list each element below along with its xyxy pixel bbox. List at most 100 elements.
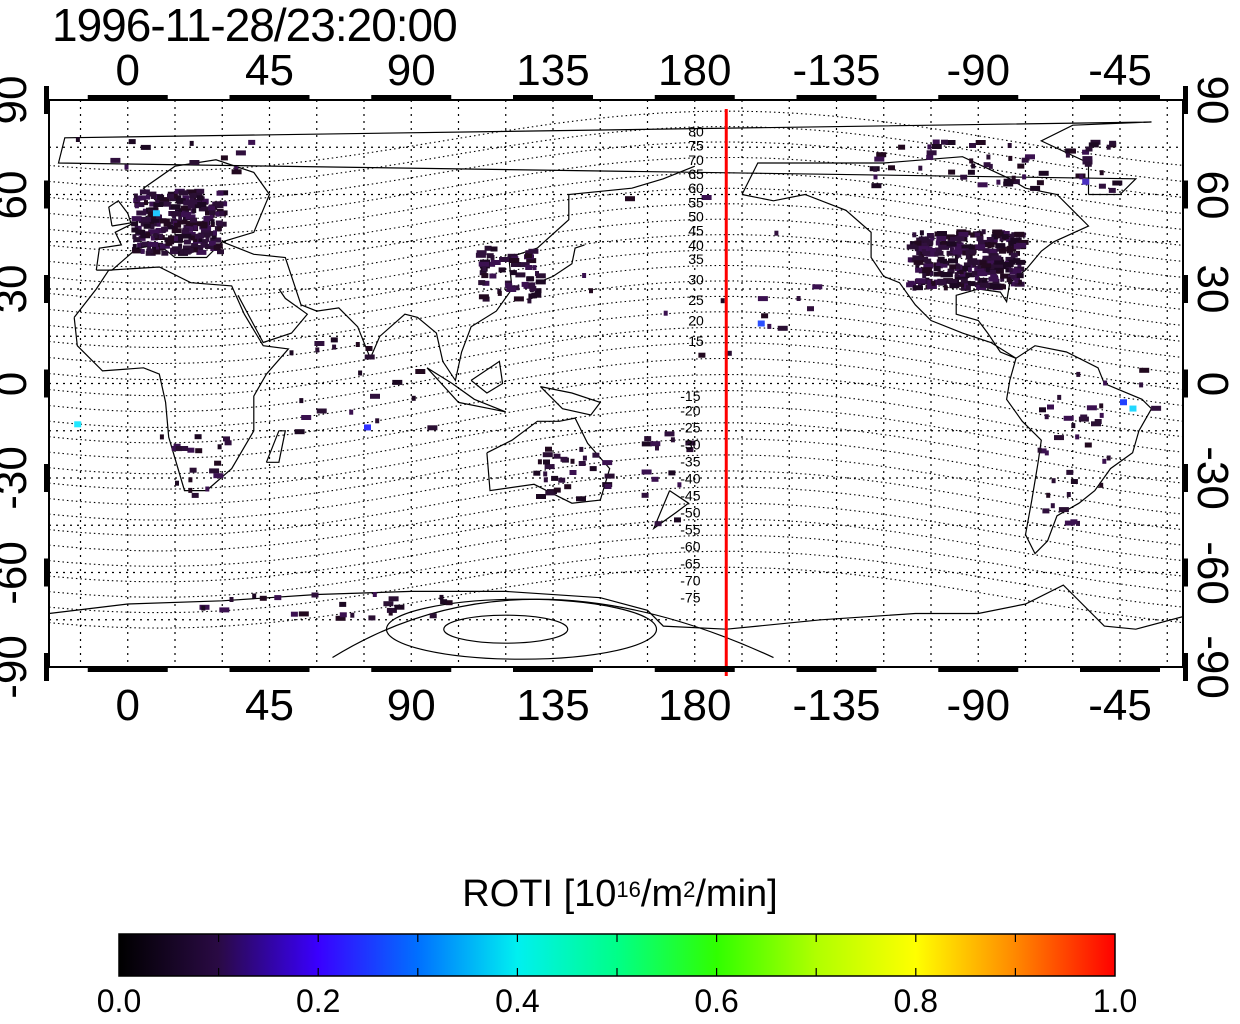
roti-cell <box>1038 170 1049 176</box>
roti-cell <box>959 271 967 277</box>
roti-cell <box>196 201 207 207</box>
roti-cell <box>970 262 975 268</box>
roti-cell <box>173 193 178 199</box>
roti-cell-highlight <box>364 424 371 431</box>
roti-cell <box>1088 142 1099 148</box>
contour-label: 15 <box>688 333 704 349</box>
roti-cell <box>189 193 197 199</box>
roti-cell <box>210 219 215 225</box>
contour-label: 50 <box>688 209 704 225</box>
roti-cell-highlight <box>1129 405 1137 412</box>
roti-cell <box>174 236 178 242</box>
roti-cell <box>75 137 80 142</box>
roti-cell <box>912 232 917 238</box>
roti-cell <box>136 210 147 216</box>
roti-cell <box>131 221 139 227</box>
roti-cell <box>213 245 221 251</box>
roti-cell <box>189 247 194 253</box>
roti-cell <box>757 296 768 302</box>
roti-cell <box>224 440 232 446</box>
bottom-axis-label: 0 <box>115 681 140 730</box>
roti-cell <box>535 273 546 279</box>
roti-cell <box>664 431 675 437</box>
roti-cell <box>943 285 948 291</box>
roti-cell <box>1063 415 1074 421</box>
coastline <box>539 386 602 416</box>
mag-contour <box>49 126 1183 188</box>
roti-cell <box>674 517 681 523</box>
roti-cell <box>1025 154 1035 160</box>
roti-cell <box>183 249 191 255</box>
roti-cell <box>968 281 976 287</box>
roti-cell <box>1065 152 1070 158</box>
roti-cell <box>217 226 222 232</box>
roti-cell <box>175 208 182 214</box>
roti-cell <box>977 182 988 188</box>
roti-cell <box>1017 279 1022 285</box>
colorbar-tick-label: 0.2 <box>295 983 341 1019</box>
roti-cell <box>523 283 531 289</box>
roti-cell <box>996 179 1001 185</box>
roti-cell <box>189 140 194 146</box>
roti-cell <box>992 265 1000 271</box>
roti-cell <box>1036 180 1044 186</box>
roti-cell <box>932 139 940 145</box>
roti-cell <box>1006 277 1011 283</box>
roti-cell <box>143 223 151 229</box>
roti-cell <box>979 233 984 238</box>
contour-label: 25 <box>688 292 704 308</box>
roti-cell <box>915 267 923 273</box>
roti-cell <box>301 415 312 420</box>
roti-cell <box>913 259 924 265</box>
roti-cell <box>159 434 164 440</box>
roti-cell <box>938 244 949 250</box>
roti-cell <box>148 241 159 247</box>
roti-cell <box>919 230 924 236</box>
roti-cell <box>497 290 502 296</box>
roti-cell <box>339 601 347 607</box>
contour-label: -20 <box>680 403 700 419</box>
roti-cell <box>960 174 968 180</box>
roti-cell <box>927 144 932 150</box>
right-axis-label: 90 <box>1188 75 1237 125</box>
roti-cell <box>570 458 575 464</box>
roti-cell <box>1076 520 1080 526</box>
contour-label: 70 <box>688 152 704 168</box>
mag-contour <box>49 141 1183 204</box>
roti-cell <box>188 477 193 483</box>
roti-cell <box>311 592 319 598</box>
roti-cell <box>651 476 659 482</box>
roti-cell <box>952 249 963 255</box>
roti-cell <box>999 236 1004 242</box>
roti-cell <box>181 233 192 239</box>
roti-cell <box>1009 238 1017 244</box>
roti-cell <box>178 190 189 196</box>
roti-cell <box>140 233 151 239</box>
roti-cell <box>999 231 1010 236</box>
roti-cell <box>915 264 920 270</box>
roti-cell <box>149 214 157 220</box>
mag-contour <box>49 422 1183 490</box>
roti-cell <box>172 446 182 452</box>
roti-cell <box>519 262 530 268</box>
roti-cell <box>873 166 878 172</box>
contour-label: -30 <box>680 437 700 453</box>
roti-cell <box>984 255 992 261</box>
roti-cell <box>1010 281 1018 287</box>
roti-cell <box>983 162 991 168</box>
roti-cell <box>1098 183 1106 189</box>
roti-cell <box>505 283 513 288</box>
roti-cell <box>1076 371 1081 377</box>
roti-cell <box>914 246 922 252</box>
roti-cell <box>962 250 967 256</box>
roti-cell <box>171 246 182 252</box>
roti-cell <box>509 270 517 276</box>
roti-cell <box>935 263 943 269</box>
axis-tick-left <box>44 180 49 209</box>
roti-cell <box>219 607 230 613</box>
roti-cell <box>592 452 600 458</box>
roti-cell <box>1106 144 1111 150</box>
roti-cell <box>981 229 986 235</box>
roti-cell <box>144 200 148 206</box>
roti-cell <box>205 210 209 216</box>
